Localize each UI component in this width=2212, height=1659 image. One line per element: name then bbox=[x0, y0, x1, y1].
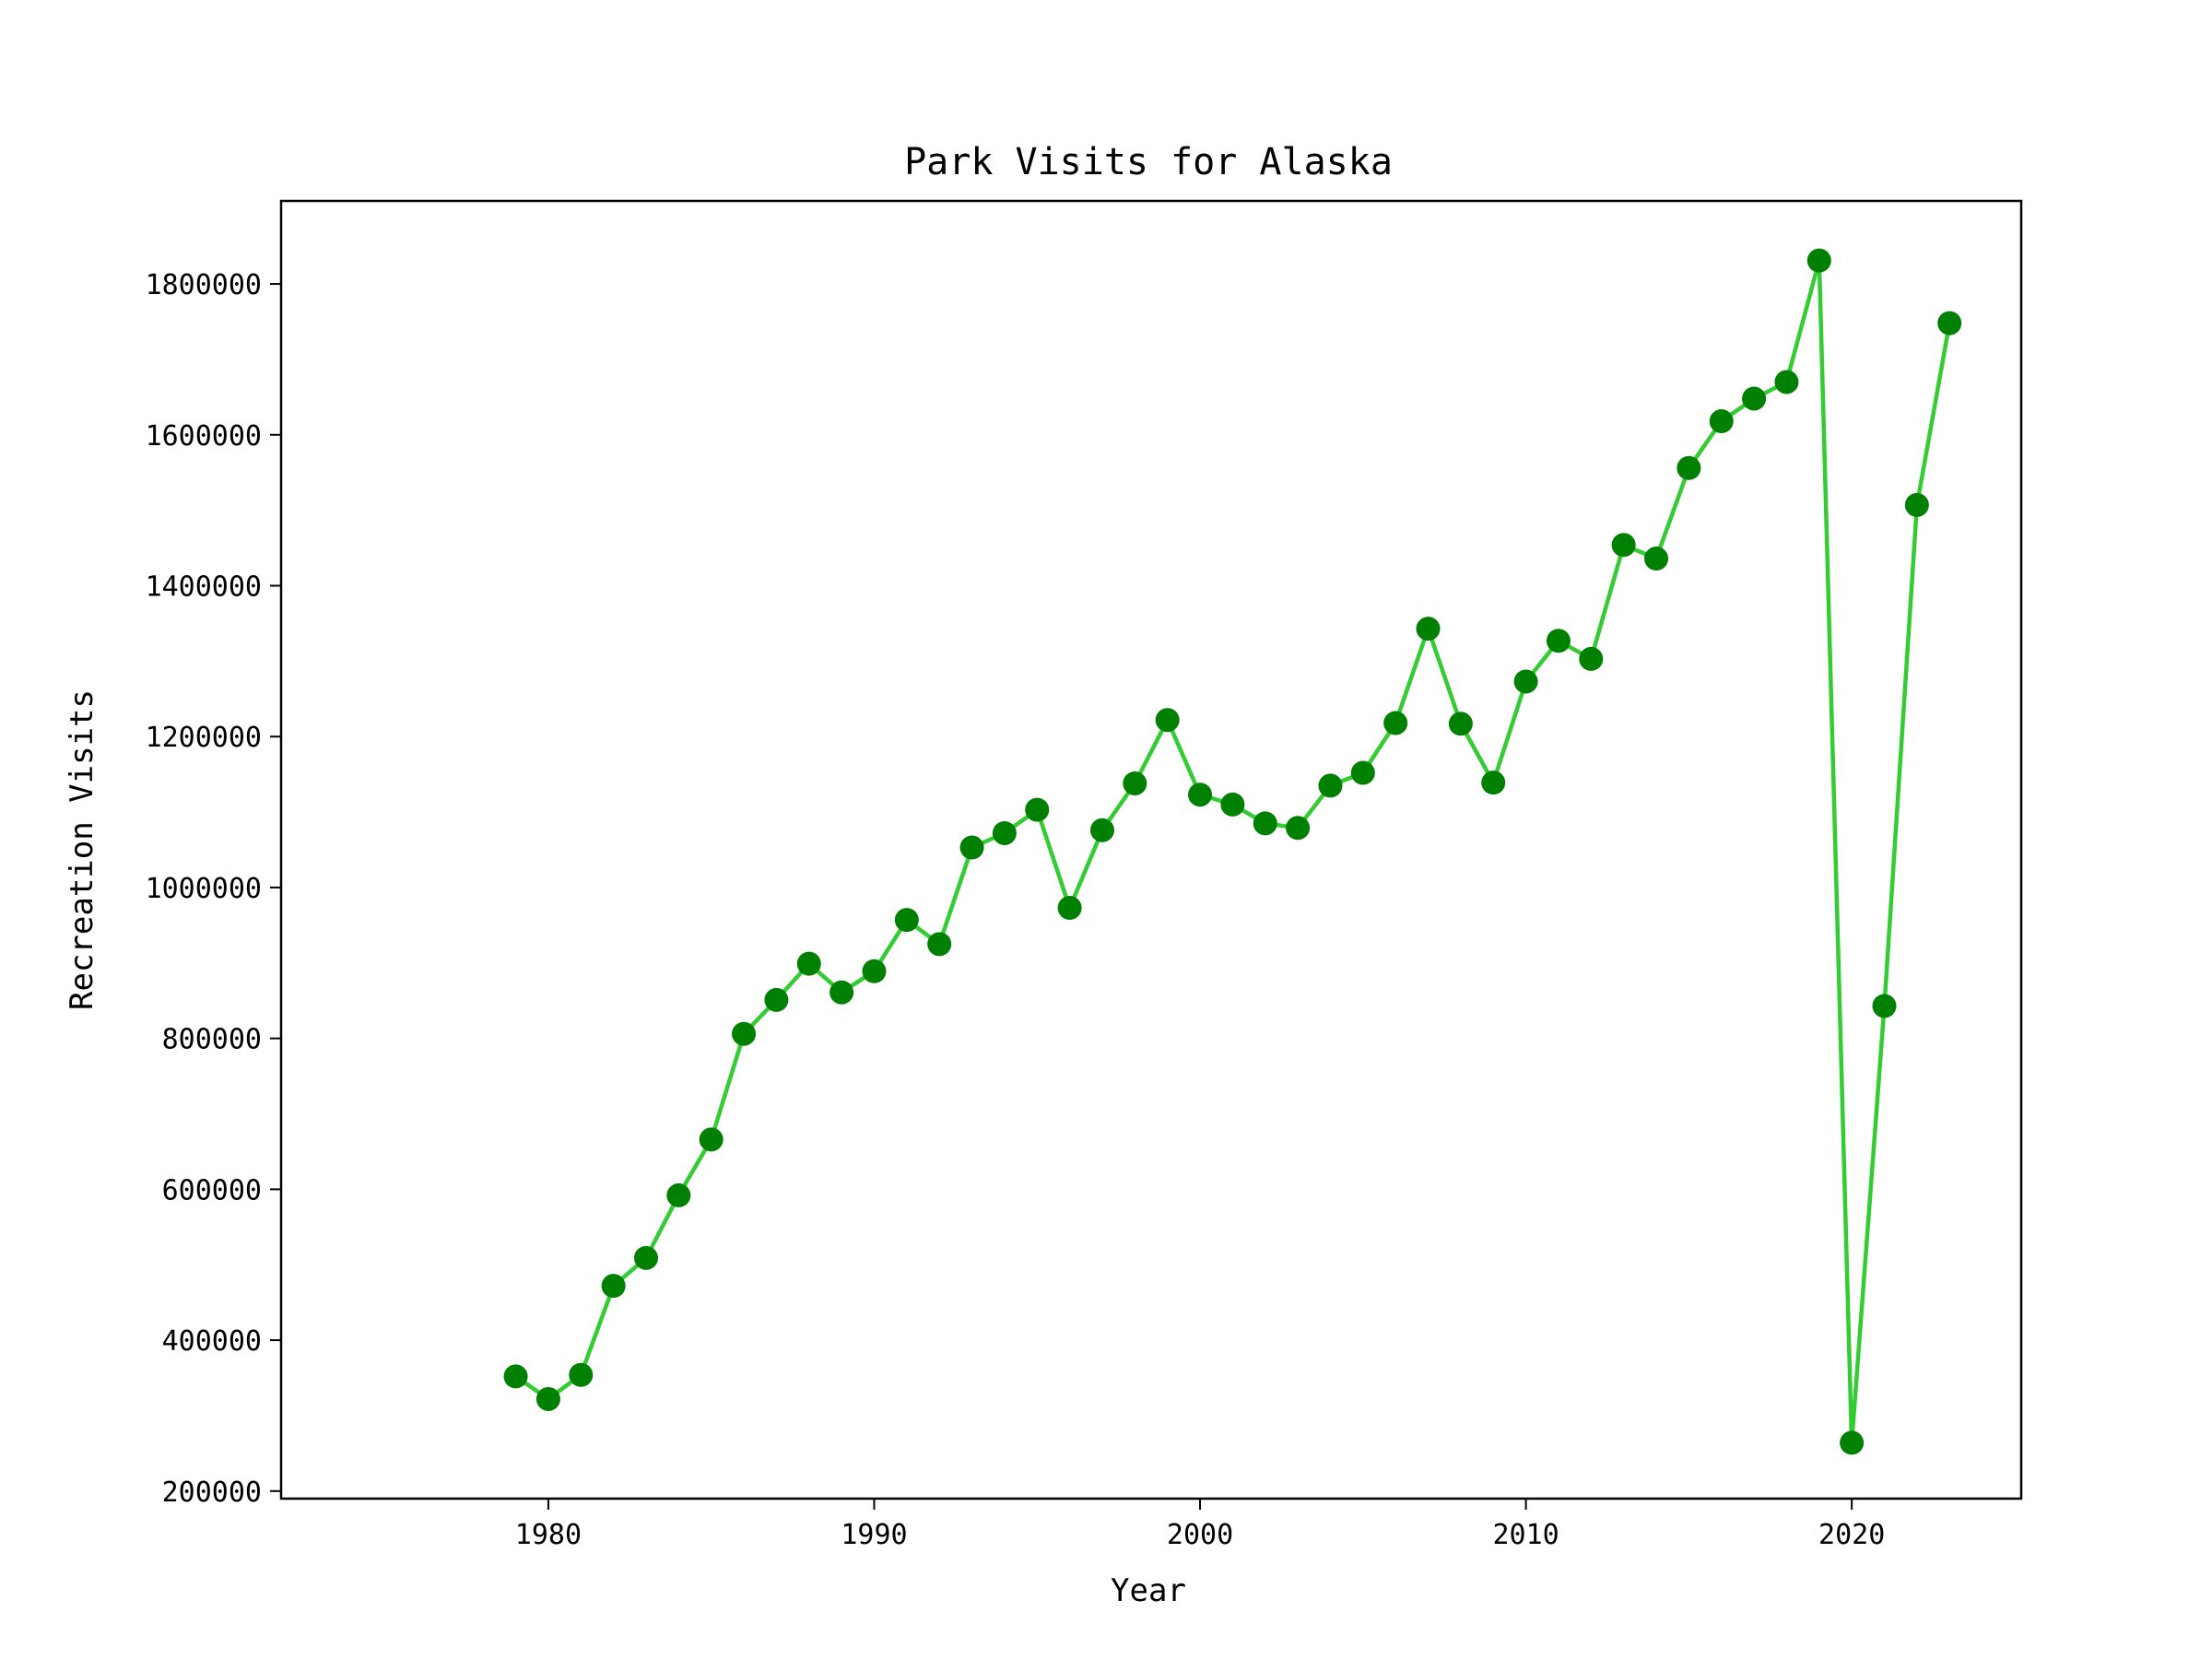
data-point bbox=[1481, 771, 1506, 795]
data-point bbox=[1383, 711, 1408, 735]
x-tick-label: 1980 bbox=[515, 1519, 582, 1551]
data-point bbox=[1318, 773, 1343, 798]
data-point bbox=[1253, 811, 1277, 836]
data-point bbox=[1677, 455, 1701, 480]
plot-area bbox=[279, 199, 2023, 1500]
data-point bbox=[569, 1362, 594, 1387]
data-point bbox=[894, 908, 919, 933]
x-axis: 1980 1990 2000 2010 2020 bbox=[515, 1499, 1885, 1551]
y-tick-label: 400000 bbox=[162, 1325, 262, 1358]
data-point bbox=[796, 951, 821, 976]
y-tick-label: 800000 bbox=[162, 1024, 262, 1056]
data-point bbox=[1350, 760, 1375, 785]
plot-frame bbox=[279, 199, 2023, 1500]
x-tick-label: 2020 bbox=[1818, 1519, 1885, 1551]
y-axis-label: Recreation Visits bbox=[64, 689, 100, 1010]
y-tick-label: 1000000 bbox=[146, 873, 262, 905]
data-point bbox=[1742, 386, 1767, 411]
data-point bbox=[1089, 818, 1114, 842]
x-tick-label: 2000 bbox=[1167, 1519, 1233, 1551]
data-point bbox=[1937, 311, 1962, 335]
data-point bbox=[1220, 792, 1245, 817]
data-point bbox=[1840, 1430, 1865, 1455]
y-tick-label: 600000 bbox=[162, 1174, 262, 1206]
chart-title: Park Visits for Alaska bbox=[904, 141, 1393, 183]
data-point bbox=[992, 820, 1017, 845]
data-point bbox=[535, 1386, 560, 1411]
data-point bbox=[927, 932, 952, 957]
data-point bbox=[1806, 248, 1831, 273]
y-tick-label: 1600000 bbox=[146, 420, 262, 453]
data-point bbox=[601, 1274, 626, 1299]
data-point bbox=[1546, 629, 1571, 653]
data-point bbox=[1123, 771, 1147, 795]
x-axis-label: Year bbox=[1111, 1572, 1186, 1609]
y-tick-label: 1800000 bbox=[146, 269, 262, 301]
data-point bbox=[1579, 646, 1604, 671]
data-point bbox=[1513, 669, 1538, 694]
series-line bbox=[513, 258, 1952, 1445]
data-point bbox=[699, 1127, 724, 1152]
data-point bbox=[1155, 708, 1180, 733]
data-point bbox=[666, 1182, 691, 1207]
data-point bbox=[1188, 782, 1213, 807]
data-point bbox=[1025, 797, 1050, 822]
x-tick-label: 2010 bbox=[1492, 1519, 1559, 1551]
data-point bbox=[1286, 816, 1311, 841]
y-tick-label: 200000 bbox=[162, 1477, 262, 1509]
data-point bbox=[1416, 617, 1441, 641]
data-point bbox=[1057, 896, 1082, 921]
data-point bbox=[1709, 409, 1734, 434]
y-tick-label: 1400000 bbox=[146, 571, 262, 603]
data-point bbox=[862, 959, 887, 983]
data-point bbox=[732, 1021, 757, 1046]
data-point bbox=[1872, 994, 1897, 1018]
data-point bbox=[1448, 712, 1473, 736]
data-point bbox=[503, 1364, 528, 1389]
data-point bbox=[1774, 370, 1799, 394]
data-point bbox=[959, 835, 984, 860]
data-point bbox=[764, 987, 789, 1012]
y-axis: 200000 400000 600000 800000 1000000 1200000 14… bbox=[146, 269, 281, 1509]
y-tick-label: 1200000 bbox=[146, 722, 262, 754]
data-point bbox=[1904, 492, 1929, 517]
data-point bbox=[633, 1245, 658, 1270]
x-tick-label: 1990 bbox=[841, 1519, 907, 1551]
data-point bbox=[1644, 547, 1669, 571]
data-point bbox=[830, 980, 854, 1005]
data-point bbox=[1611, 533, 1636, 558]
